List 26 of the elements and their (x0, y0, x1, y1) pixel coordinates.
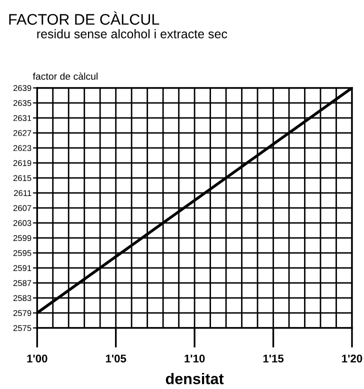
y-tick-label: 2587 (13, 280, 32, 286)
y-tick-label: 2611 (14, 190, 32, 196)
y-tick-label: 2619 (13, 160, 32, 166)
y-tick-label: 2615 (13, 175, 32, 182)
y-tick-label: 2627 (13, 130, 32, 136)
x-tick-label: 1'10 (184, 354, 205, 362)
y-tick-label: 2591 (13, 265, 32, 272)
chart-title: FACTOR DE CÀLCUL (9, 11, 160, 25)
y-tick-label: 2575 (13, 325, 32, 332)
y-tick-label: 2623 (13, 145, 32, 152)
y-tick-label: 2631 (13, 115, 32, 122)
y-tick-label: 2595 (13, 250, 32, 256)
y-tick-label: 2599 (13, 235, 32, 242)
chart-subtitle: residu sense alcohol i extracte sec (37, 29, 228, 38)
y-tick-label: 2635 (13, 100, 32, 106)
x-tick-label: 1'00 (27, 354, 48, 362)
y-tick-label: 2579 (13, 310, 32, 316)
x-tick-label: 1'20 (342, 354, 362, 362)
y-tick-label: 2639 (13, 85, 32, 92)
x-tick-label: 1'05 (106, 354, 126, 362)
x-axis-title: densitat (166, 373, 224, 384)
x-tick-label: 1'15 (263, 354, 284, 362)
y-axis-title: factor de càlcul (32, 72, 98, 80)
y-tick-label: 2583 (13, 295, 32, 302)
y-tick-label: 2607 (13, 205, 32, 212)
y-tick-label: 2603 (13, 220, 32, 226)
